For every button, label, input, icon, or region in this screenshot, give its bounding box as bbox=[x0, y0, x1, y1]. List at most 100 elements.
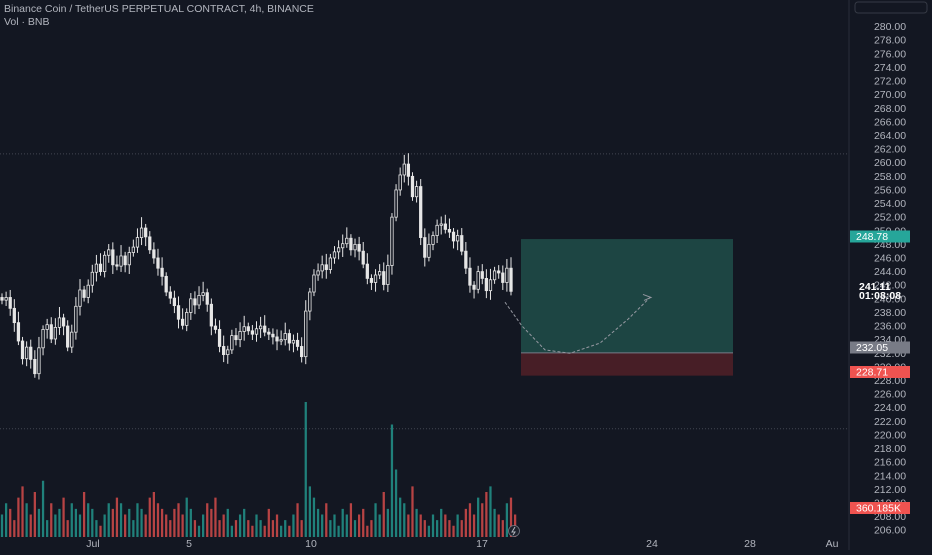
y-tick-label: 242.00 bbox=[874, 280, 906, 292]
candle-down bbox=[300, 346, 304, 358]
volume-bar bbox=[173, 508, 176, 537]
candle-up bbox=[378, 271, 382, 276]
volume-bar bbox=[185, 497, 188, 537]
volume-bar bbox=[378, 514, 381, 537]
candle-up bbox=[431, 235, 435, 245]
volume-bar bbox=[280, 525, 283, 537]
volume-bar bbox=[169, 520, 172, 537]
volume-bar bbox=[156, 503, 160, 537]
candle-down bbox=[357, 243, 361, 252]
candle-up bbox=[197, 295, 201, 306]
x-tick-label: Au bbox=[826, 538, 839, 550]
volume-bar bbox=[448, 520, 451, 537]
volume-bar bbox=[329, 520, 332, 537]
volume-bar bbox=[13, 520, 16, 537]
volume-bar bbox=[95, 520, 98, 537]
volume-bar bbox=[353, 520, 357, 537]
candle-up bbox=[394, 189, 398, 218]
volume-bar bbox=[497, 514, 500, 537]
y-tick-label: 246.00 bbox=[874, 252, 906, 264]
y-tick-label: 218.00 bbox=[874, 443, 906, 455]
volume-bar bbox=[509, 497, 513, 537]
volume-bar bbox=[165, 514, 168, 537]
candle-down bbox=[468, 267, 472, 286]
volume-bar bbox=[284, 520, 287, 537]
y-tick-label: 266.00 bbox=[874, 116, 906, 128]
candle-up bbox=[456, 235, 460, 242]
candle-down bbox=[193, 298, 197, 306]
volume-bar bbox=[160, 508, 164, 537]
y-tick-label: 276.00 bbox=[874, 48, 906, 60]
volume-bar bbox=[435, 520, 439, 537]
volume-bar bbox=[78, 514, 82, 537]
y-tick-label: 272.00 bbox=[874, 76, 906, 88]
candle-up bbox=[226, 349, 230, 356]
candle-down bbox=[49, 324, 53, 340]
candle-up bbox=[127, 252, 131, 266]
candle-up bbox=[336, 247, 341, 253]
candle-up bbox=[254, 328, 259, 335]
candle-up bbox=[238, 331, 242, 341]
candle-down bbox=[16, 322, 21, 342]
x-tick-label: 24 bbox=[646, 538, 658, 550]
y-tick-label: 260.00 bbox=[874, 157, 906, 169]
volume-bar bbox=[325, 503, 328, 537]
y-tick-label: 256.00 bbox=[874, 184, 906, 196]
candle-up bbox=[488, 279, 493, 292]
price-label-bg bbox=[850, 502, 910, 514]
volume-bar bbox=[308, 486, 311, 537]
candle-down bbox=[410, 175, 415, 198]
candle-down bbox=[217, 329, 222, 347]
volume-bar bbox=[423, 520, 426, 537]
candle-down bbox=[160, 267, 164, 277]
projection-curve bbox=[504, 297, 651, 354]
volume-bar bbox=[124, 514, 127, 537]
projection-arrowhead bbox=[642, 293, 653, 301]
candle-up bbox=[107, 249, 111, 256]
candle-down bbox=[205, 292, 209, 305]
y-tick-label: 216.00 bbox=[874, 457, 906, 469]
position-zones bbox=[521, 239, 733, 376]
candle-down bbox=[234, 335, 238, 341]
volume-bar bbox=[505, 503, 509, 537]
candle-down bbox=[66, 325, 70, 348]
volume-bar bbox=[415, 508, 418, 537]
y-tick-label: 274.00 bbox=[874, 62, 906, 74]
volume-bar bbox=[210, 508, 213, 537]
volume-bar bbox=[91, 508, 94, 537]
chart-header: Binance Coin / TetherUS PERPETUAL CONTRA… bbox=[4, 3, 314, 29]
y-tick-label: 264.00 bbox=[874, 130, 906, 142]
time-axis: Jul 5 10 17 24 28 Au bbox=[86, 538, 838, 550]
candle-down bbox=[152, 249, 156, 259]
candle-down bbox=[509, 267, 513, 292]
volume-bar bbox=[29, 514, 32, 537]
candle-up bbox=[414, 186, 419, 198]
candle-up bbox=[78, 289, 82, 307]
candle-down bbox=[324, 264, 328, 270]
candle-up bbox=[189, 298, 193, 313]
y-tick-label: 268.00 bbox=[874, 103, 906, 115]
candle-down bbox=[29, 346, 33, 360]
price-label-text: 360.185K bbox=[856, 503, 901, 515]
volume-bars bbox=[0, 402, 517, 537]
candle-up bbox=[328, 257, 333, 270]
candle-down bbox=[287, 333, 291, 344]
candles bbox=[0, 153, 513, 380]
volume-bar bbox=[296, 503, 299, 537]
volume-bar bbox=[58, 508, 61, 537]
candle-down bbox=[472, 284, 476, 290]
candle-down bbox=[447, 229, 452, 233]
candle-down bbox=[480, 271, 484, 279]
volume-bar bbox=[33, 492, 36, 537]
price-label-text: 248.78 bbox=[856, 231, 888, 243]
volume-bar bbox=[419, 514, 422, 537]
price-label-bg bbox=[850, 230, 910, 243]
volume-bar bbox=[312, 497, 316, 537]
volume-bar bbox=[251, 525, 254, 537]
volume-bar bbox=[316, 508, 320, 537]
volume-bar bbox=[0, 514, 4, 537]
candle-down bbox=[271, 333, 275, 338]
volume-bar bbox=[349, 503, 353, 537]
